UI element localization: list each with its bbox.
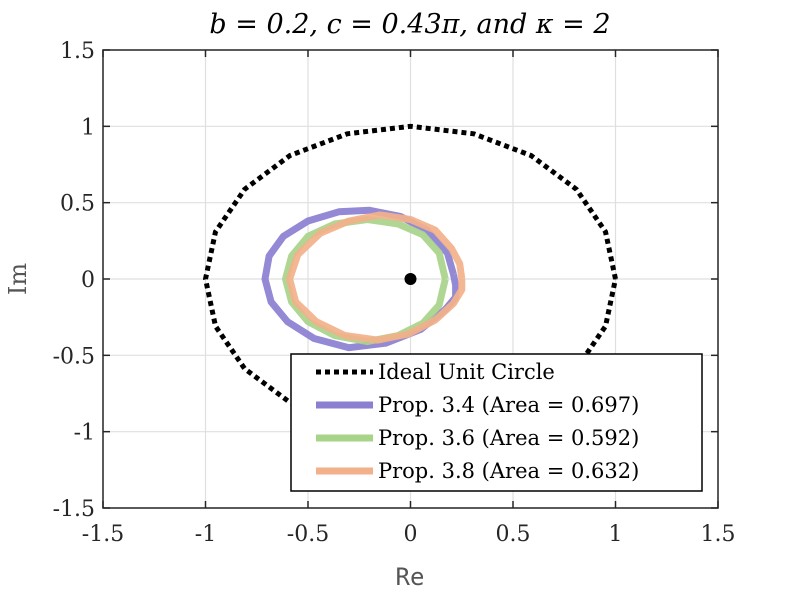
axes (102, 49, 719, 509)
y-tick-labels: -1.5 -1 -0.5 0 0.5 1 1.5 (53, 39, 95, 522)
y-axis-title: Im (4, 263, 32, 295)
y-tick-label: -0.5 (53, 344, 95, 369)
legend: Ideal Unit Circle Prop. 3.4 (Area = 0.697… (290, 353, 703, 492)
y-tick-label: 1.5 (60, 39, 95, 64)
y-tick-label: -1 (74, 421, 95, 446)
y-tick-label: 0.5 (60, 192, 95, 217)
x-tick-label: 1.5 (701, 522, 736, 547)
x-tick-label: -0.5 (287, 522, 329, 547)
y-tick-label: 0 (81, 268, 95, 293)
x-tick-label: 1 (609, 522, 623, 547)
x-tick-label: -1.5 (82, 522, 124, 547)
series-line-4 (286, 211, 466, 344)
x-tick-label: 0 (404, 522, 418, 547)
legend-label-1: Ideal Unit Circle (378, 360, 555, 384)
chart-title: b = 0.2, c = 0.43π, and κ = 2 (209, 9, 610, 40)
origin-point (404, 273, 417, 285)
x-axis-title: Re (396, 563, 425, 591)
legend-label-4: Prop. 3.8 (Area = 0.632) (378, 459, 639, 483)
y-tick-label: -1.5 (53, 497, 95, 522)
x-tick-label: 0.5 (496, 522, 531, 547)
y-tick-label: 1 (81, 115, 95, 140)
x-tick-label: -1 (195, 522, 216, 547)
x-tick-labels: -1.5 -1 -0.5 0 0.5 1 1.5 (82, 522, 736, 547)
legend-label-2: Prop. 3.4 (Area = 0.697) (378, 393, 639, 417)
legend-label-3: Prop. 3.6 (Area = 0.592) (378, 426, 639, 450)
